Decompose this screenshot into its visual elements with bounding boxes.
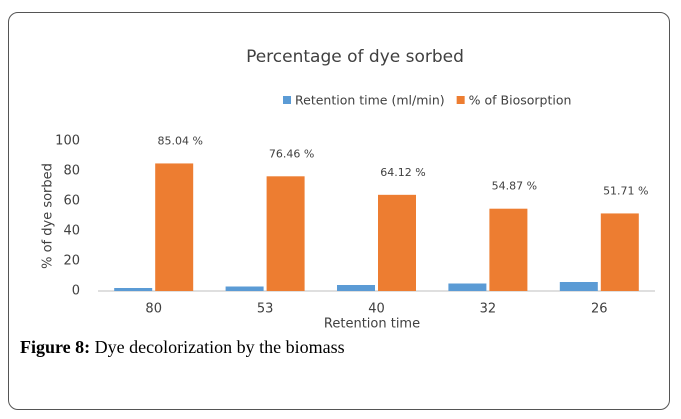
y-tick-label: 0 (72, 284, 80, 299)
caption-label: Figure 8: (20, 337, 91, 357)
caption: Figure 8: Dye decolorization by the biom… (20, 337, 345, 358)
data-label: 51.71 % (603, 184, 648, 197)
bar (266, 176, 305, 291)
y-tick-label: 80 (63, 164, 80, 179)
bar (489, 208, 528, 291)
bar (337, 285, 375, 291)
y-tick-label: 40 (63, 224, 80, 239)
x-tick-label: 80 (145, 302, 162, 317)
y-tick-label: 100 (55, 134, 80, 149)
x-axis-title: Retention time (324, 317, 420, 332)
x-tick-label: 32 (480, 302, 497, 317)
legend-swatch (456, 96, 465, 104)
figure-frame (8, 12, 670, 410)
y-axis-title: % of dye sorbed (41, 163, 56, 269)
bar (448, 283, 487, 291)
bar (155, 163, 194, 291)
caption-text: Dye decolorization by the biomass (90, 337, 345, 357)
x-tick-label: 26 (591, 302, 608, 317)
bar (114, 288, 153, 291)
legend-swatch (283, 96, 291, 104)
data-label: 64.12 % (380, 166, 425, 179)
legend-label: Retention time (ml/min) (295, 93, 445, 108)
x-tick-label: 40 (368, 302, 385, 317)
bar (559, 282, 598, 291)
bar (600, 213, 639, 291)
bar (378, 194, 416, 291)
data-label: 54.87 % (492, 180, 537, 193)
bar (225, 286, 264, 291)
y-tick-label: 60 (63, 194, 80, 209)
legend-label: % of Biosorption (469, 93, 572, 108)
y-tick-label: 20 (63, 254, 80, 269)
data-label: 85.04 % (157, 134, 202, 147)
data-label: 76.46 % (269, 147, 314, 160)
chart-title: Percentage of dye sorbed (246, 47, 464, 67)
x-tick-label: 53 (257, 302, 274, 317)
